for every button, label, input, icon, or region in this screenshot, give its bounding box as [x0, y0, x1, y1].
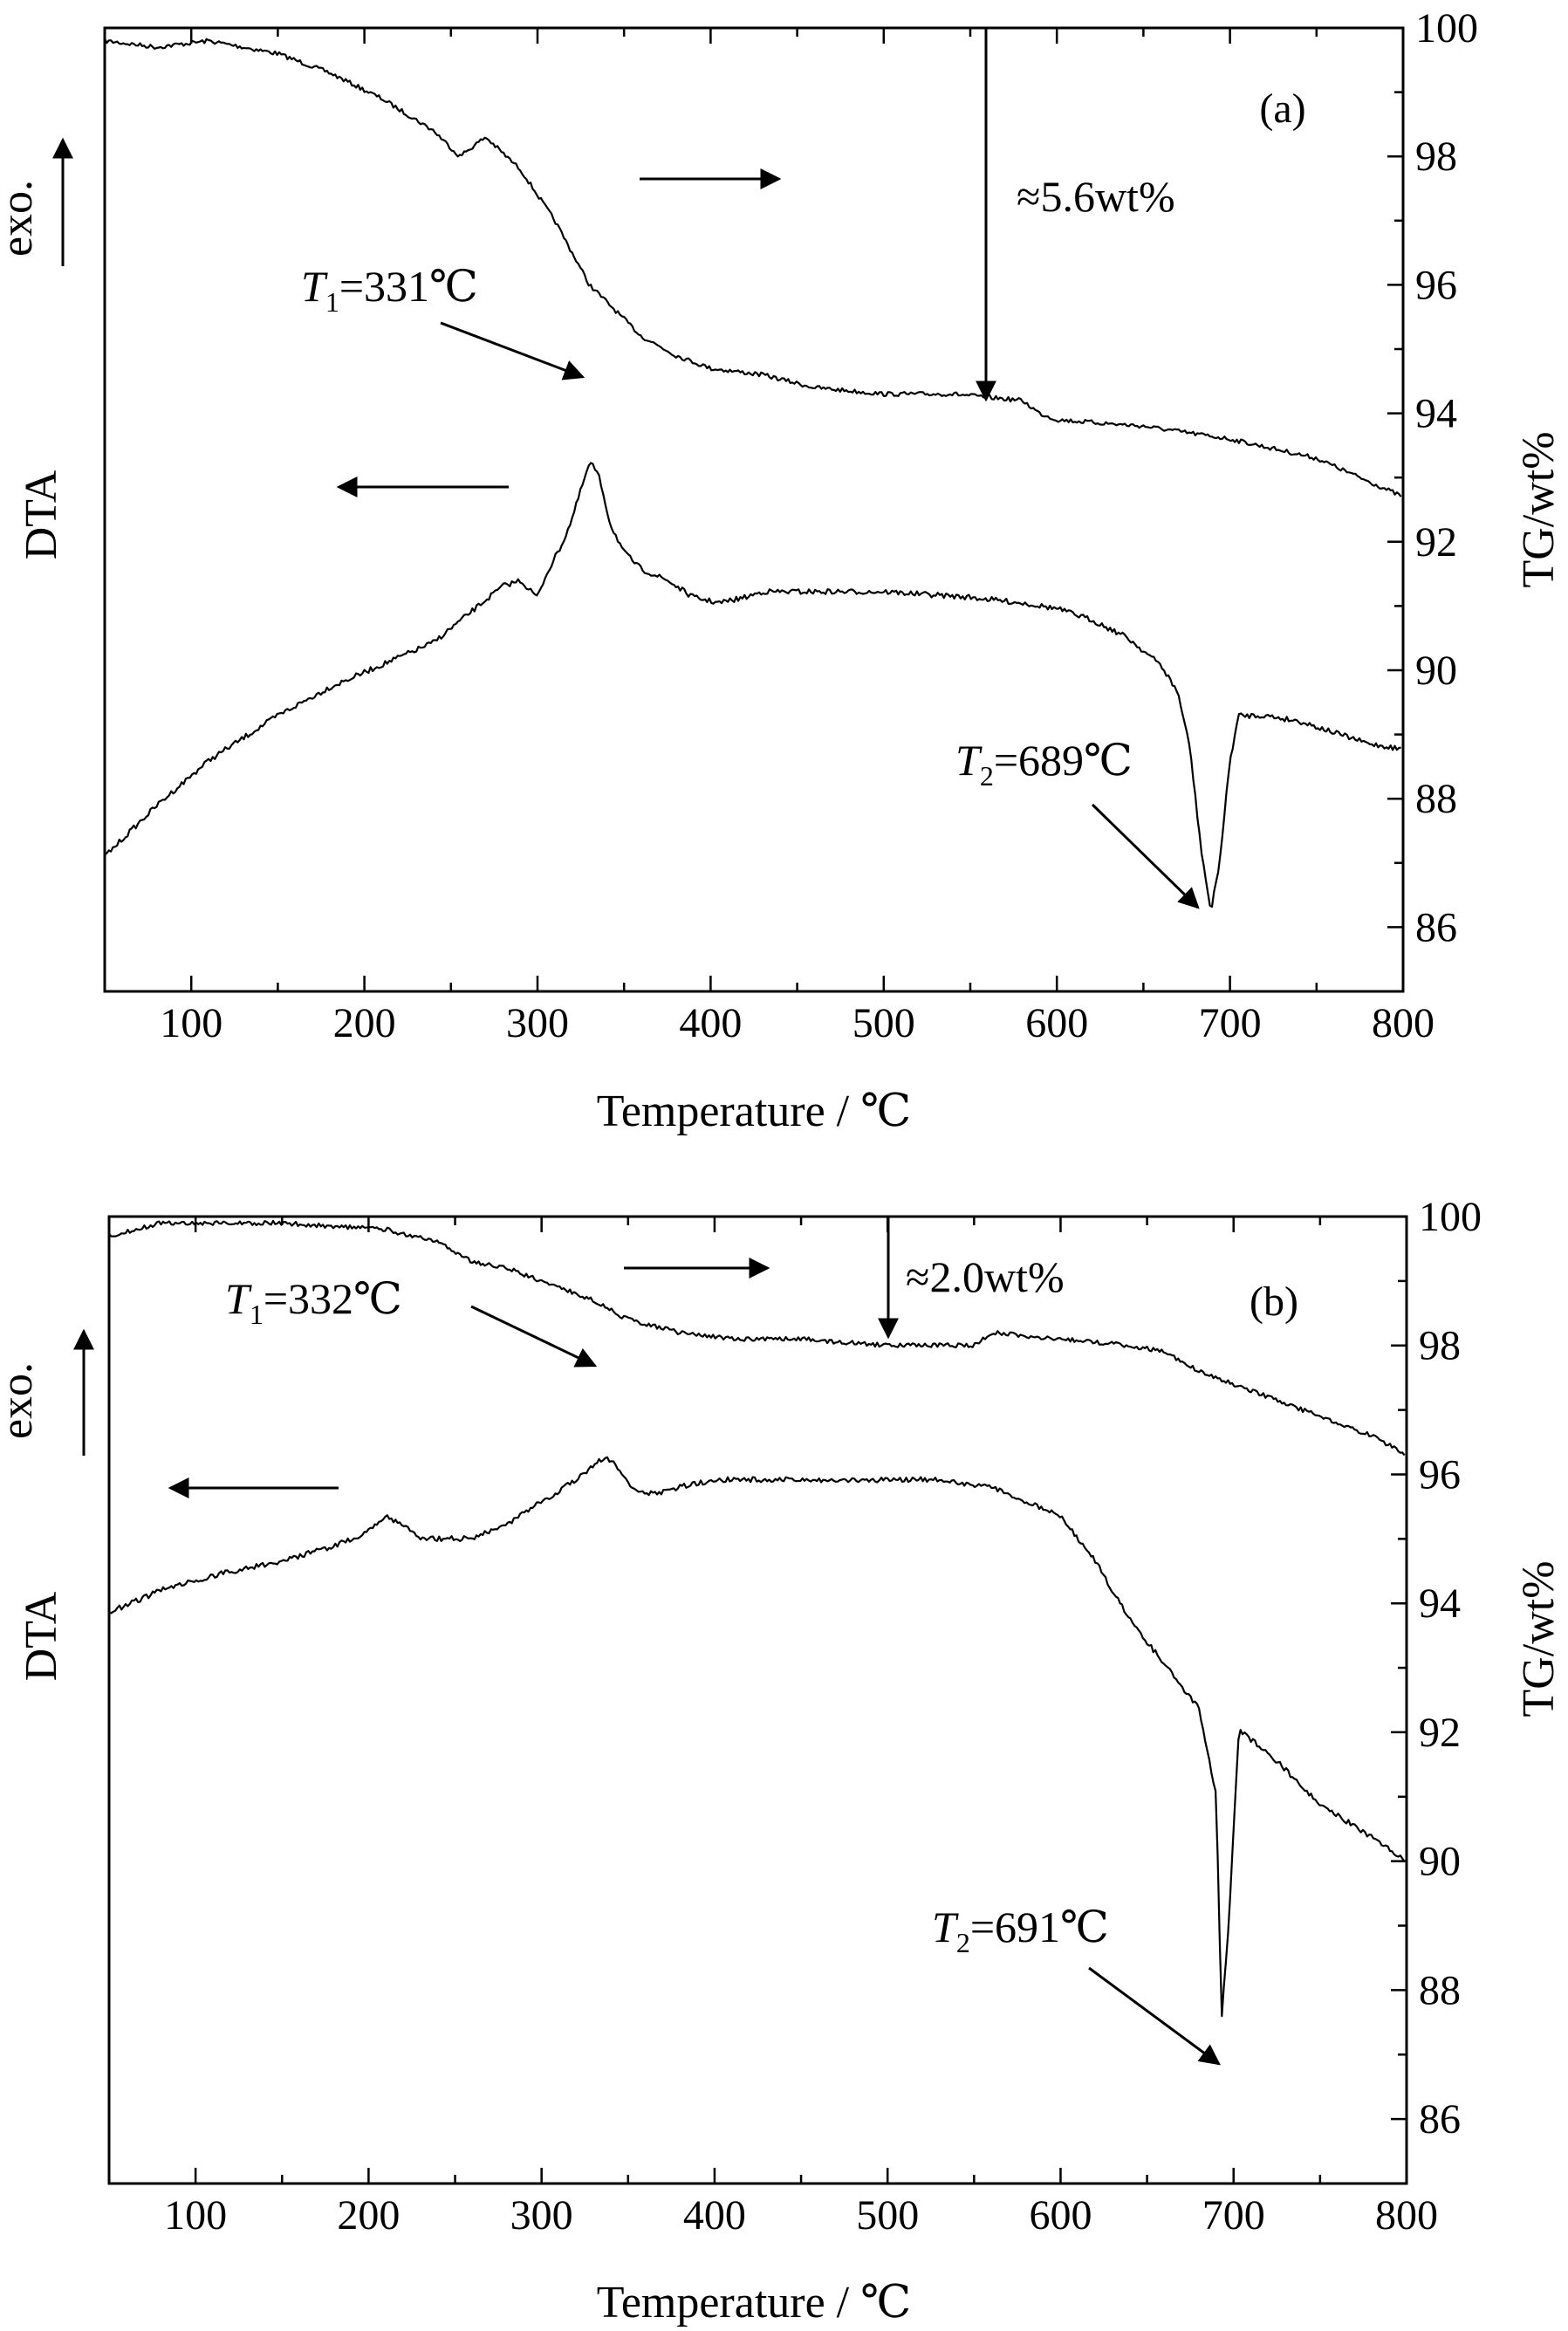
x-tick-label: 300: [510, 2192, 573, 2238]
x-tick-label: 700: [1202, 2192, 1265, 2238]
right-tick-label: 88: [1419, 1967, 1461, 2013]
plot-frame: [107, 1215, 1408, 2185]
dta-axis-title: DTA: [17, 470, 66, 559]
t2-arrow-icon: [1088, 1966, 1221, 2066]
right-axis: 86 88 90 92 94 96 98 100: [1387, 5, 1478, 993]
right-tick-label: 98: [1419, 1323, 1461, 1369]
panel-a: 100 200 300 400 500 600 700 800 868890929496981…: [0, 5, 1564, 1136]
right-tick-label: 94: [1415, 391, 1457, 437]
right-tick-label: 96: [1415, 262, 1457, 308]
right-tick-label: 92: [1415, 519, 1457, 566]
mass-loss-label: ≈2.0wt%: [906, 1252, 1065, 1301]
right-tick-label: 90: [1415, 648, 1457, 694]
t1-arrow-icon: [470, 1305, 598, 1368]
x-tick-label: 200: [333, 1000, 396, 1046]
x-tick-label: 200: [337, 2192, 400, 2238]
exo-label: exo.: [0, 180, 42, 257]
panel-label: (b): [1250, 1279, 1298, 1325]
t2-label: T2=691℃: [932, 1903, 1109, 1958]
right-tick-label: 94: [1419, 1580, 1461, 1627]
right-tick-label: 90: [1419, 1839, 1461, 1885]
t2-label: T2=689℃: [955, 736, 1133, 792]
x-axis: 100 200 300 400 500 600 700 800: [103, 28, 1434, 1046]
mass-loss-label: ≈5.6wt%: [1017, 172, 1175, 221]
right-axis-title: TG/wt%: [1514, 1560, 1564, 1717]
x-tick-label: 100: [160, 1000, 223, 1046]
x-tick-label: 400: [683, 2192, 746, 2238]
x-axis-title: Temperature / ℃: [597, 2278, 912, 2328]
x-tick-label: 500: [856, 2192, 919, 2238]
dta-curve: [108, 1456, 1406, 2018]
dta-curve: [104, 462, 1401, 908]
x-axis-title: Temperature / ℃: [597, 1087, 912, 1136]
x-tick-label: 800: [1375, 2192, 1438, 2238]
right-tick-label: 96: [1419, 1451, 1461, 1498]
panel-b: 100 200 300 400 500 600 700 800 868890929496981…: [0, 1194, 1564, 2328]
panel-label: (a): [1259, 86, 1305, 132]
right-tick-label: 92: [1419, 1710, 1461, 1756]
t2-arrow-icon: [1091, 803, 1200, 909]
x-tick-label: 500: [852, 1000, 915, 1046]
x-tick-label: 600: [1029, 2192, 1092, 2238]
right-tick-label: 100: [1415, 5, 1478, 51]
right-tick-label: 86: [1419, 2096, 1461, 2142]
right-tick-label: 98: [1415, 134, 1457, 180]
plot-frame: [103, 26, 1405, 993]
tg-curve: [108, 1219, 1406, 1457]
dta-axis-title: DTA: [17, 1591, 66, 1681]
t1-arrow-icon: [440, 321, 585, 381]
t1-label: T1=331℃: [301, 262, 478, 318]
x-tick-label: 600: [1025, 1000, 1088, 1046]
x-tick-label: 800: [1372, 1000, 1434, 1046]
x-axis: 100 200 300 400 500 600 700 800: [107, 1217, 1438, 2238]
x-tick-label: 300: [506, 1000, 569, 1046]
exo-label: exo.: [0, 1362, 42, 1439]
t1-label: T1=332℃: [225, 1274, 402, 1330]
right-tick-label: 88: [1415, 776, 1457, 822]
right-axis: 86 88 90 92 94 96 98 100: [1391, 1194, 1482, 2185]
x-tick-label: 700: [1199, 1000, 1262, 1046]
tg-curve: [104, 38, 1402, 497]
x-tick-label: 400: [679, 1000, 742, 1046]
x-tick-label: 100: [164, 2192, 227, 2238]
right-tick-label: 100: [1419, 1194, 1482, 1240]
right-tick-label: 86: [1415, 904, 1457, 950]
right-axis-title: TG/wt%: [1514, 431, 1564, 587]
